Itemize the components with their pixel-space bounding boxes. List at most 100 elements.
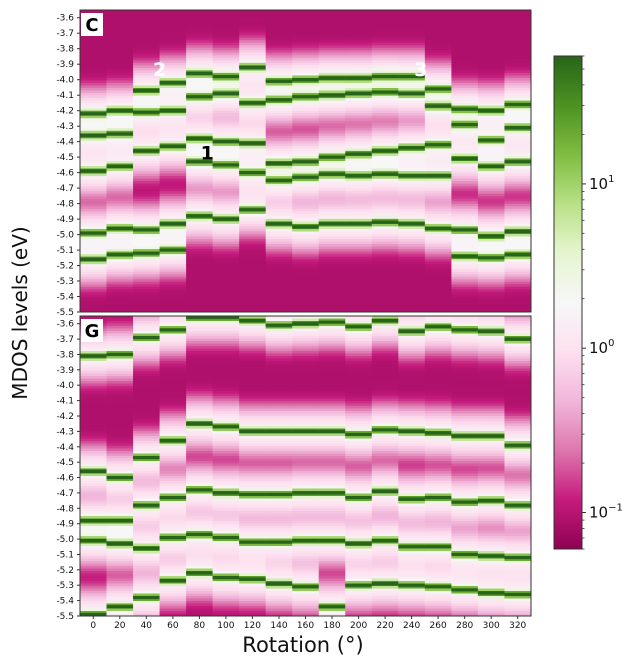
- mdos-level-line: [239, 141, 266, 145]
- heatmap-cell: [212, 276, 240, 280]
- heatmap-cell: [212, 143, 240, 147]
- heatmap-cell: [292, 448, 320, 452]
- heatmap-cell: [318, 148, 346, 152]
- heatmap-cell: [318, 249, 346, 252]
- heatmap-cell: [292, 128, 320, 132]
- heatmap-cell: [451, 37, 479, 41]
- heatmap-cell: [451, 483, 479, 487]
- heatmap-cell: [106, 271, 134, 275]
- heatmap-cell: [477, 85, 505, 89]
- heatmap-cell: [292, 166, 320, 169]
- heatmap-cell: [371, 611, 399, 614]
- heatmap-cell: [239, 186, 267, 190]
- heatmap-cell: [186, 498, 214, 502]
- heatmap-cell: [371, 536, 399, 539]
- heatmap-cell: [106, 366, 134, 369]
- heatmap-cell: [239, 191, 267, 195]
- heatmap-cell: [424, 403, 452, 407]
- heatmap-cell: [451, 513, 479, 517]
- heatmap-cell: [212, 361, 240, 364]
- heatmap-cell: [318, 55, 346, 59]
- heatmap-cell: [239, 173, 267, 177]
- heatmap-cell: [292, 511, 320, 514]
- heatmap-cell: [186, 256, 214, 260]
- heatmap-cell: [451, 266, 479, 270]
- heatmap-cell: [159, 481, 187, 484]
- heatmap-cell: [186, 286, 214, 290]
- x-tick-label: 220: [377, 621, 394, 631]
- heatmap-cell: [186, 461, 214, 464]
- heatmap-cell: [265, 343, 293, 347]
- heatmap-cell: [265, 155, 293, 159]
- heatmap-cell: [80, 418, 107, 422]
- heatmap-cell: [424, 368, 452, 372]
- heatmap-cell: [80, 358, 107, 362]
- heatmap-cell: [292, 62, 320, 66]
- heatmap-cell: [80, 143, 107, 147]
- heatmap-cell: [186, 348, 214, 352]
- heatmap-cell: [477, 408, 505, 412]
- heatmap-cell: [239, 148, 267, 152]
- heatmap-cell: [133, 431, 160, 434]
- heatmap-cell: [424, 25, 452, 29]
- heatmap-cell: [292, 591, 320, 594]
- heatmap-cell: [159, 528, 187, 532]
- heatmap-cell: [106, 309, 134, 312]
- heatmap-cell: [371, 203, 399, 207]
- heatmap-cell: [504, 52, 531, 56]
- heatmap-cell: [424, 271, 452, 275]
- heatmap-cell: [80, 508, 107, 512]
- heatmap-cell: [504, 346, 531, 349]
- heatmap-cell: [371, 289, 399, 293]
- heatmap-cell: [477, 503, 505, 507]
- heatmap-cell: [265, 401, 293, 404]
- heatmap-cell: [265, 596, 293, 599]
- heatmap-cell: [451, 27, 479, 31]
- heatmap-cell: [186, 493, 214, 497]
- heatmap-cell: [504, 326, 531, 329]
- heatmap-cell: [159, 543, 187, 547]
- heatmap-cell: [345, 441, 373, 444]
- heatmap-cell: [318, 421, 346, 424]
- heatmap-cell: [292, 393, 320, 397]
- mdos-level-line: [477, 164, 505, 169]
- heatmap-cell: [133, 196, 160, 200]
- heatmap-cell: [106, 411, 134, 414]
- mdos-level-line: [265, 79, 293, 83]
- heatmap-cell: [477, 279, 505, 283]
- heatmap-cell: [318, 513, 346, 517]
- heatmap-cell: [186, 100, 214, 104]
- heatmap-cell: [424, 57, 452, 61]
- heatmap-cell: [398, 543, 426, 547]
- heatmap-cell: [345, 274, 373, 278]
- heatmap-cell: [265, 438, 293, 442]
- heatmap-cell: [292, 251, 320, 255]
- mdos-level-line: [371, 582, 399, 586]
- heatmap-cell: [80, 363, 107, 367]
- heatmap-cell: [477, 178, 505, 182]
- heatmap-cell: [292, 383, 320, 387]
- heatmap-cell: [477, 226, 505, 230]
- heatmap-cell: [212, 448, 240, 452]
- heatmap-cell: [398, 463, 426, 467]
- heatmap-cell: [477, 47, 505, 51]
- heatmap-cell: [318, 341, 346, 344]
- heatmap-cell: [345, 67, 373, 71]
- heatmap-cell: [186, 418, 214, 422]
- heatmap-cell: [159, 593, 187, 597]
- heatmap-cell: [212, 386, 240, 389]
- heatmap-cell: [133, 198, 160, 202]
- heatmap-cell: [345, 37, 373, 41]
- heatmap-cell: [133, 72, 160, 76]
- heatmap-cell: [398, 188, 426, 192]
- heatmap-cell: [424, 259, 452, 263]
- heatmap-cell: [504, 581, 531, 584]
- heatmap-cell: [398, 381, 426, 384]
- heatmap-cell: [265, 566, 293, 569]
- heatmap-cell: [292, 388, 320, 392]
- heatmap-cell: [186, 453, 214, 457]
- heatmap-cell: [212, 463, 240, 467]
- heatmap-cell: [239, 553, 267, 557]
- heatmap-cell: [265, 481, 293, 484]
- heatmap-cell: [265, 571, 293, 574]
